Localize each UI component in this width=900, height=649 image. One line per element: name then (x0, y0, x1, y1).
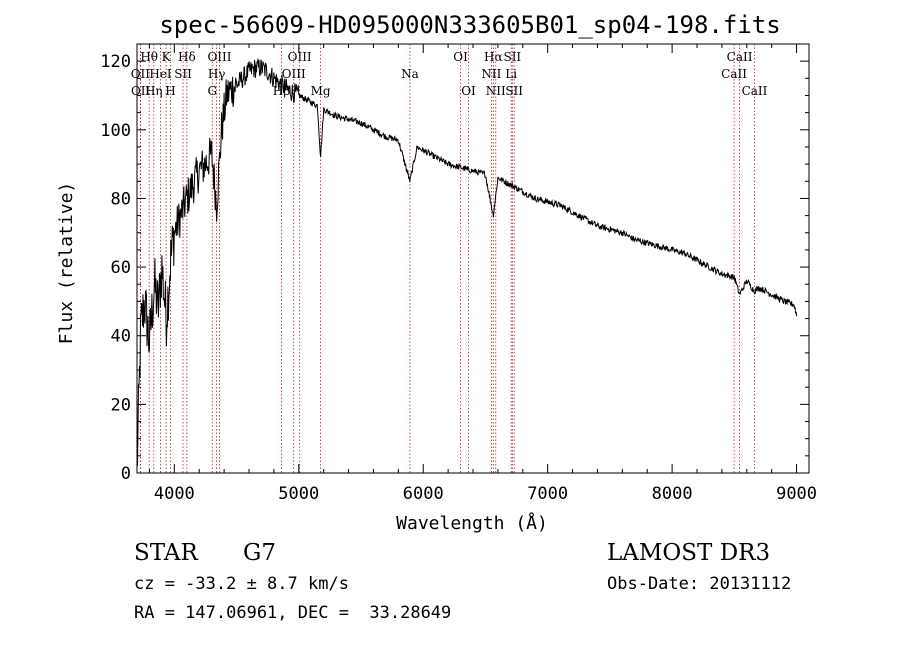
y-tick-label: 60 (111, 258, 131, 278)
object-subclass: G7 (243, 540, 277, 566)
plot-frame (136, 43, 810, 474)
line-label: SII (505, 84, 523, 98)
x-tick-label: 7000 (527, 484, 568, 504)
x-tick-label: 5000 (278, 484, 319, 504)
line-label: OI (453, 50, 468, 64)
chart-title: spec-56609-HD095000N333605B01_sp04-198.f… (159, 11, 780, 39)
flux-series-line (136, 58, 798, 466)
line-label: Hθ (140, 50, 158, 64)
line-label: Hη (145, 84, 163, 98)
line-label: OIII (282, 67, 306, 81)
line-label: OIII (288, 50, 312, 64)
y-tick-label: 100 (100, 121, 131, 141)
line-label: CaII (721, 67, 747, 81)
line-label: SII (174, 67, 192, 81)
observation-date: Obs-Date: 20131112 (607, 574, 792, 594)
line-label: OII (131, 67, 151, 81)
line-label: OII (131, 84, 151, 98)
redshift-cz: cz = -33.2 ± 8.7 km/s (134, 574, 349, 594)
line-label: SII (503, 50, 521, 64)
line-label: G (207, 84, 217, 98)
emission-line-markers (139, 44, 755, 473)
line-label: Mg (311, 84, 331, 98)
ra-dec-coordinates: RA = 147.06961, DEC = 33.28649 (134, 603, 452, 623)
line-label: CaII (742, 84, 768, 98)
x-tick-label: 9000 (776, 484, 817, 504)
object-class: STAR (134, 540, 198, 566)
y-tick-label: 80 (111, 189, 131, 209)
x-tick-label: 8000 (652, 484, 693, 504)
line-label: CaII (727, 50, 753, 64)
line-label: H (165, 84, 175, 98)
y-tick-label: 120 (100, 52, 131, 72)
y-tick-label: 20 (111, 395, 131, 415)
y-tick-label: 0 (121, 464, 131, 484)
y-tick-label: 40 (111, 327, 131, 347)
line-label: Hγ (208, 67, 226, 81)
x-tick-label: 4000 (154, 484, 195, 504)
line-label: Hα (484, 50, 503, 64)
line-label: OIII (207, 50, 231, 64)
line-label: Na (401, 67, 419, 81)
x-tick-label: 6000 (403, 484, 444, 504)
x-axis-label: Wavelength (Å) (396, 512, 548, 534)
survey-name: LAMOST DR3 (607, 540, 771, 566)
line-label: Hδ (178, 50, 196, 64)
y-axis-label: Flux (relative) (56, 182, 77, 345)
line-label: HeI (149, 67, 172, 81)
line-label: OI (461, 84, 476, 98)
line-label: Li (505, 67, 517, 81)
line-label: K (162, 50, 172, 64)
y-axis: 0 20 40 60 80 100 120 (100, 52, 809, 484)
line-label: NII (486, 84, 506, 98)
x-axis: 4000 5000 6000 7000 8000 9000 (148, 44, 817, 504)
line-label: NII (481, 67, 501, 81)
